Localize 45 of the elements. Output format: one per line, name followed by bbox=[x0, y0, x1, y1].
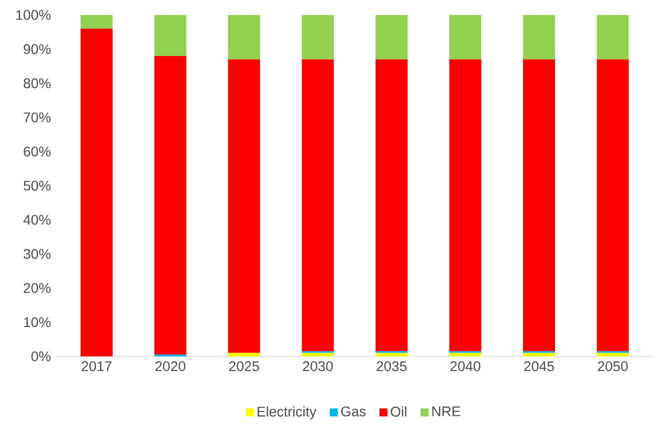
bar bbox=[80, 28, 113, 356]
x-tick-label: 2045 bbox=[524, 361, 554, 372]
bar bbox=[154, 14, 186, 56]
x-tick-label: 2050 bbox=[598, 361, 628, 372]
bar bbox=[302, 59, 334, 352]
bar bbox=[523, 59, 556, 352]
legend-label: Gas bbox=[341, 406, 366, 416]
bar bbox=[228, 14, 260, 60]
bar bbox=[596, 352, 629, 356]
bar bbox=[596, 14, 629, 60]
x-tick-label: 2025 bbox=[229, 361, 260, 372]
x-tick-label: 2030 bbox=[302, 361, 333, 372]
legend-label: NRE bbox=[432, 406, 460, 416]
x-tick-label: 2040 bbox=[450, 361, 480, 372]
y-tick-label: 20% bbox=[24, 283, 51, 294]
x-tick-label: 2017 bbox=[82, 361, 112, 372]
bar bbox=[154, 56, 186, 355]
legend-label: Electricity bbox=[258, 406, 316, 420]
bar bbox=[228, 352, 260, 356]
bar bbox=[523, 352, 556, 356]
y-tick-label: 70% bbox=[24, 112, 51, 122]
bar bbox=[596, 59, 629, 352]
y-tick-label: 30% bbox=[24, 248, 51, 259]
bar bbox=[449, 14, 482, 60]
legend-label: Oil bbox=[390, 406, 406, 417]
bar bbox=[449, 352, 482, 356]
bar bbox=[80, 14, 113, 29]
bar bbox=[449, 59, 482, 352]
y-tick-label: 50% bbox=[24, 180, 51, 191]
bar bbox=[302, 14, 334, 60]
x-tick-label: 2035 bbox=[376, 361, 407, 372]
y-tick-label: 40% bbox=[23, 214, 51, 225]
bar bbox=[302, 352, 334, 356]
y-tick-label: 80% bbox=[24, 78, 51, 88]
bar bbox=[228, 59, 260, 353]
y-tick-label: 90% bbox=[24, 44, 51, 54]
y-tick-label: 100% bbox=[16, 10, 51, 20]
y-tick-label: 60% bbox=[24, 146, 51, 156]
y-tick-label: 0% bbox=[31, 351, 51, 362]
y-tick-label: 10% bbox=[24, 317, 51, 328]
x-tick-label: 2020 bbox=[155, 361, 186, 372]
bar bbox=[376, 59, 408, 352]
bar bbox=[523, 14, 556, 60]
bar bbox=[376, 14, 408, 60]
bar bbox=[376, 352, 408, 356]
